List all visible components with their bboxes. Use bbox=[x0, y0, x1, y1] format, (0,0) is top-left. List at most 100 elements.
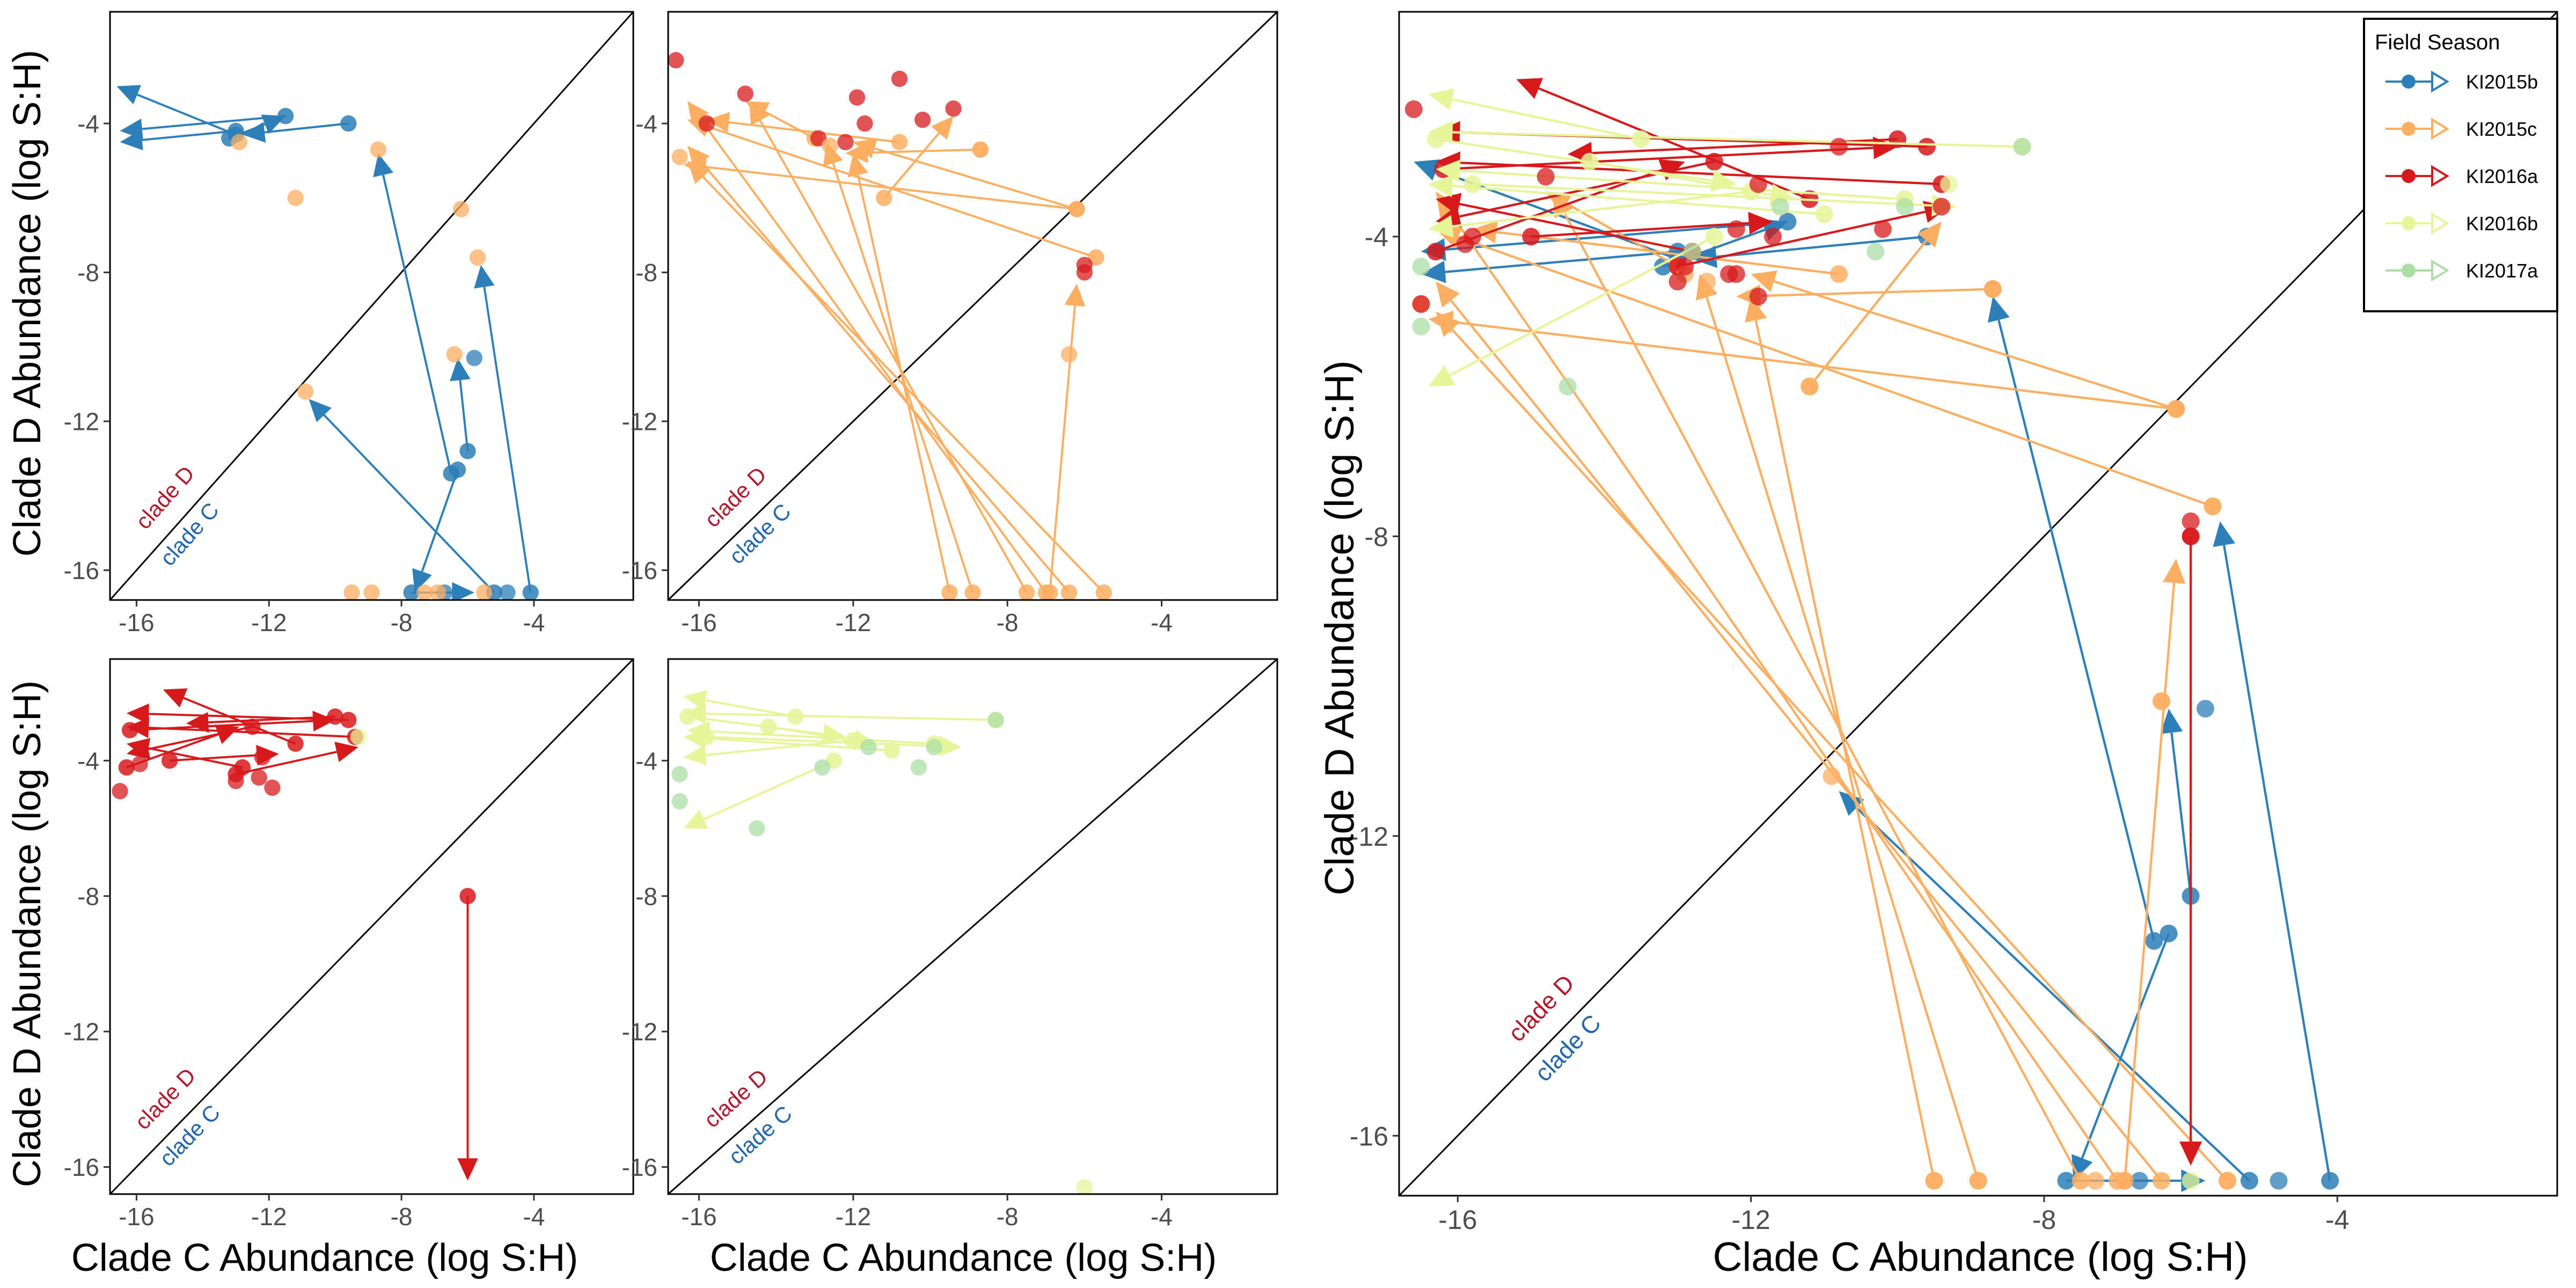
data-point bbox=[1676, 258, 1694, 276]
arrow-head bbox=[474, 265, 495, 289]
arrow-head bbox=[1428, 174, 1454, 197]
data-point bbox=[1668, 273, 1687, 291]
legend-item-ki2016b: KI2016b bbox=[2385, 212, 2538, 235]
data-point bbox=[112, 782, 128, 800]
data-point bbox=[1940, 175, 1958, 193]
data-point bbox=[891, 70, 908, 87]
data-point bbox=[1867, 243, 1885, 261]
data-point bbox=[1698, 273, 1716, 291]
data-point bbox=[857, 115, 873, 132]
data-point bbox=[1984, 280, 2002, 298]
arrow-line bbox=[2081, 933, 2170, 1159]
arrow-head bbox=[1748, 211, 1773, 235]
data-point bbox=[287, 189, 304, 207]
legend-item-ki2016a: KI2016a bbox=[2385, 165, 2538, 187]
arrow-line bbox=[874, 147, 1078, 210]
data-point bbox=[446, 346, 463, 363]
legend-key-arrow bbox=[2431, 118, 2449, 140]
y-tick-label: -16 bbox=[64, 557, 99, 584]
data-point bbox=[1683, 243, 1701, 261]
legend-box bbox=[2363, 18, 2558, 312]
legend-key-arrow bbox=[2431, 165, 2449, 187]
data-point bbox=[2087, 1172, 2105, 1190]
data-point bbox=[254, 749, 271, 766]
arrow-line bbox=[1472, 183, 1933, 207]
data-point bbox=[416, 584, 433, 600]
arrow-line bbox=[1435, 138, 1713, 182]
data-point bbox=[1412, 317, 1430, 335]
data-point bbox=[1933, 197, 1951, 216]
data-point bbox=[1412, 258, 1430, 276]
arrow-line bbox=[832, 163, 974, 593]
data-point bbox=[926, 738, 942, 756]
arrow-head bbox=[334, 742, 358, 762]
y-tick-label: -4 bbox=[77, 110, 99, 138]
arrow-line bbox=[1563, 212, 2082, 1182]
data-point bbox=[1456, 235, 1474, 253]
arrow-head bbox=[1839, 791, 1864, 816]
legend-item-label: KI2017a bbox=[2466, 260, 2538, 282]
arrow-line bbox=[1452, 190, 1751, 228]
legend-item-ki2015b: KI2015b bbox=[2385, 70, 2538, 93]
arrow-head bbox=[1436, 311, 1461, 337]
arrow-line bbox=[1706, 297, 1980, 1181]
y-tick-label: -16 bbox=[1350, 1121, 1388, 1151]
arrow-head bbox=[1414, 159, 1440, 181]
data-point bbox=[350, 728, 367, 745]
y-tick-label: -4 bbox=[635, 110, 657, 138]
x-axis-title-bottom-left: Clade C Abundance (log S:H) bbox=[71, 1236, 579, 1279]
arrow-line bbox=[1760, 288, 1993, 297]
data-point bbox=[1771, 197, 1789, 216]
x-tick-label: -8 bbox=[391, 609, 413, 636]
data-point bbox=[1076, 1179, 1093, 1194]
arrow-line bbox=[1855, 807, 2250, 1182]
arrow-head bbox=[120, 119, 143, 140]
x-tick-label: -8 bbox=[997, 1203, 1019, 1231]
data-point bbox=[2116, 1172, 2134, 1190]
legend-key-arrow bbox=[2431, 212, 2449, 235]
arrow-head bbox=[1516, 78, 1543, 99]
y-tick-label: -12 bbox=[622, 408, 657, 436]
legend-key-point bbox=[2402, 216, 2416, 230]
data-point bbox=[987, 712, 1004, 728]
y-tick-label: -8 bbox=[77, 882, 99, 910]
arrow-line bbox=[136, 93, 237, 136]
data-point bbox=[343, 584, 360, 600]
diagonal-line bbox=[668, 12, 1277, 600]
x-axis-title-bottom-middle: Clade C Abundance (log S:H) bbox=[710, 1236, 1217, 1279]
arrow-head bbox=[412, 568, 432, 593]
data-point bbox=[1801, 377, 1819, 396]
data-point bbox=[1749, 288, 1767, 306]
data-point bbox=[1749, 175, 1767, 193]
arrow-head bbox=[687, 101, 709, 126]
legend-item-label: KI2016b bbox=[2466, 213, 2538, 235]
legend-title: Field Season bbox=[2375, 31, 2500, 54]
arrow-line bbox=[1448, 210, 2119, 1182]
x-tick-label: -4 bbox=[1151, 609, 1173, 636]
arrow-line bbox=[705, 699, 796, 718]
data-point bbox=[2182, 512, 2200, 530]
diagonal-line bbox=[110, 659, 633, 1194]
legend-item-label: KI2016a bbox=[2466, 165, 2538, 187]
legend-key-point bbox=[2402, 75, 2416, 89]
legend-item-label: KI2015c bbox=[2466, 118, 2537, 140]
data-point bbox=[671, 766, 688, 782]
data-point bbox=[370, 141, 387, 158]
data-point bbox=[228, 772, 244, 789]
x-tick-label: -4 bbox=[2325, 1205, 2349, 1235]
legend-key-point bbox=[2402, 264, 2416, 277]
y-tick-label: -4 bbox=[635, 747, 657, 775]
arrow-line bbox=[183, 697, 296, 745]
y-tick-label: -8 bbox=[635, 259, 657, 287]
y-tick-label: -12 bbox=[64, 408, 99, 436]
arrow-head bbox=[2160, 708, 2183, 734]
arrow-head bbox=[450, 358, 471, 382]
data-point bbox=[814, 759, 831, 776]
x-tick-label: -12 bbox=[836, 1203, 871, 1231]
data-point bbox=[1060, 346, 1078, 363]
arrow-line bbox=[264, 122, 349, 134]
